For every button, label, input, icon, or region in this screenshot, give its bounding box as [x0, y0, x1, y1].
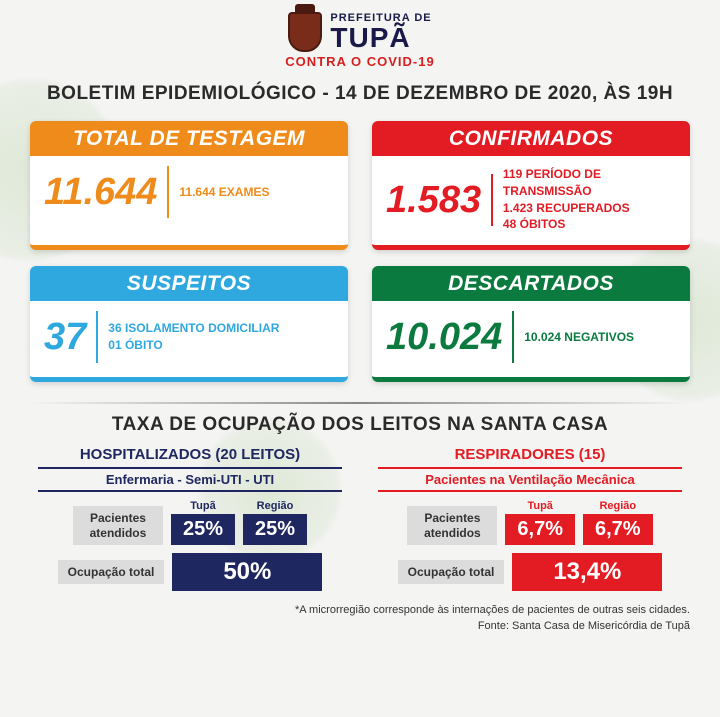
card-tests: TOTAL DE TESTAGEM 11.644 11.644 EXAMES — [30, 121, 348, 250]
footer: *A microrregião corresponde às internaçõ… — [30, 603, 690, 634]
occupancy-grid: HOSPITALIZADOS (20 LEITOS) Enfermaria - … — [30, 446, 690, 591]
card-details: 36 ISOLAMENTO DOMICILIAR 01 ÓBITO — [108, 320, 279, 354]
occupancy-sub: Enfermaria - Semi-UTI - UTI — [38, 467, 342, 492]
section-divider — [30, 402, 690, 404]
card-value: 1.583 — [386, 181, 481, 219]
tupa-label: Tupã — [505, 500, 575, 512]
occupancy-hospital: HOSPITALIZADOS (20 LEITOS) Enfermaria - … — [30, 446, 350, 591]
footer-note: *A microrregião corresponde às internaçõ… — [30, 603, 690, 618]
total-pct: 13,4% — [512, 553, 662, 591]
occupancy-title: TAXA DE OCUPAÇÃO DOS LEITOS NA SANTA CAS… — [30, 414, 690, 436]
card-suspects: SUSPEITOS 37 36 ISOLAMENTO DOMICILIAR 01… — [30, 266, 348, 382]
divider — [512, 311, 514, 363]
occupancy-heading: RESPIRADORES (15) — [370, 446, 690, 463]
occupancy-heading: HOSPITALIZADOS (20 LEITOS) — [30, 446, 350, 463]
card-value: 37 — [44, 318, 86, 356]
card-confirmed: CONFIRMADOS 1.583 119 PERÍODO DE TRANSMI… — [372, 121, 690, 250]
total-label: Ocupação total — [398, 560, 505, 584]
divider — [491, 174, 493, 226]
card-value: 11.644 — [44, 173, 157, 211]
patients-label: Pacientesatendidos — [73, 506, 163, 545]
brand-city: TUPÃ — [330, 24, 431, 52]
region-pct: 6,7% — [583, 514, 653, 545]
tupa-pct: 6,7% — [505, 514, 575, 545]
card-details: 11.644 EXAMES — [179, 184, 269, 201]
card-details: 10.024 NEGATIVOS — [524, 329, 634, 346]
region-label: Região — [583, 500, 653, 512]
total-label: Ocupação total — [58, 560, 165, 584]
footer-source: Fonte: Santa Casa de Misericórdia de Tup… — [30, 619, 690, 634]
region-pct: 25% — [243, 514, 307, 545]
card-discarded: DESCARTADOS 10.024 10.024 NEGATIVOS — [372, 266, 690, 382]
tupa-label: Tupã — [171, 500, 235, 512]
card-title: DESCARTADOS — [372, 266, 690, 301]
brand-against: CONTRA O COVID-19 — [30, 54, 690, 69]
tupa-pct: 25% — [171, 514, 235, 545]
city-shield-icon — [288, 12, 322, 52]
card-title: SUSPEITOS — [30, 266, 348, 301]
divider — [96, 311, 98, 363]
total-pct: 50% — [172, 553, 322, 591]
bulletin-title: BOLETIM EPIDEMIOLÓGICO - 14 DE DEZEMBRO … — [30, 83, 690, 105]
divider — [167, 166, 169, 218]
header: PREFEITURA DE TUPÃ CONTRA O COVID-19 — [30, 12, 690, 69]
card-details: 119 PERÍODO DE TRANSMISSÃO 1.423 RECUPER… — [503, 166, 676, 233]
card-value: 10.024 — [386, 318, 502, 356]
stat-cards: TOTAL DE TESTAGEM 11.644 11.644 EXAMES C… — [30, 121, 690, 382]
occupancy-sub: Pacientes na Ventilação Mecânica — [378, 467, 682, 492]
card-title: CONFIRMADOS — [372, 121, 690, 156]
patients-label: Pacientesatendidos — [407, 506, 497, 545]
occupancy-respirators: RESPIRADORES (15) Pacientes na Ventilaçã… — [370, 446, 690, 591]
region-label: Região — [243, 500, 307, 512]
card-title: TOTAL DE TESTAGEM — [30, 121, 348, 156]
